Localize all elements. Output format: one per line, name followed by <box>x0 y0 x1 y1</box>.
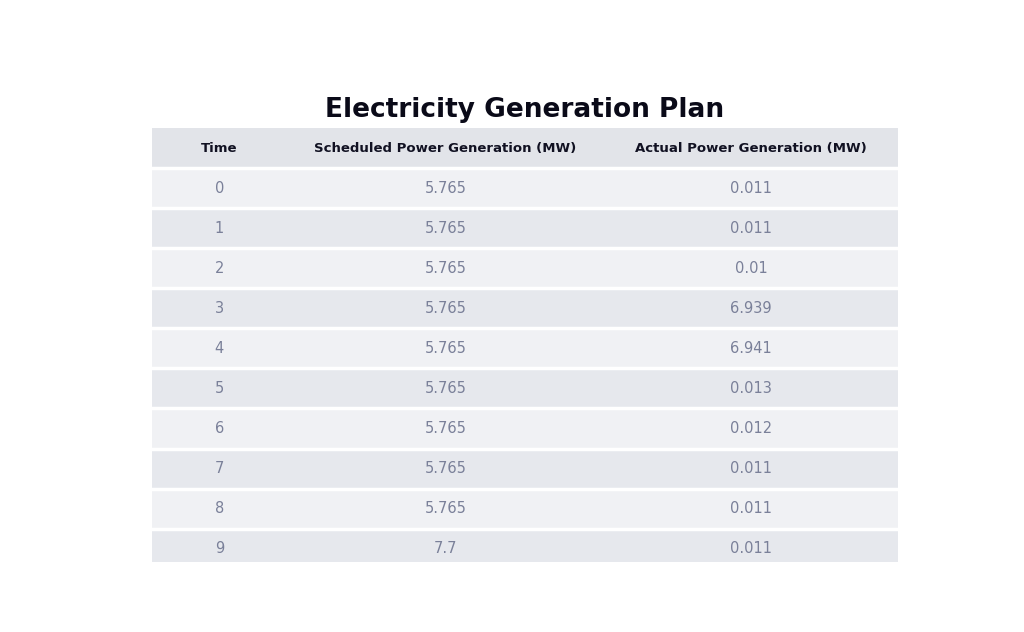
Text: 0.011: 0.011 <box>730 461 772 476</box>
Text: 1: 1 <box>215 221 224 236</box>
Text: 0.011: 0.011 <box>730 501 772 516</box>
Text: 9: 9 <box>215 541 224 556</box>
Text: 0.011: 0.011 <box>730 181 772 196</box>
Bar <box>152 449 898 489</box>
Text: Time: Time <box>201 142 238 155</box>
Text: 6: 6 <box>215 421 224 436</box>
Text: 2: 2 <box>215 261 224 276</box>
Bar <box>152 288 898 329</box>
Text: 7: 7 <box>215 461 224 476</box>
Text: 0.012: 0.012 <box>730 421 772 436</box>
Bar <box>152 528 898 569</box>
Text: 0: 0 <box>215 181 224 196</box>
Text: 5.765: 5.765 <box>425 181 466 196</box>
Text: 5.765: 5.765 <box>425 301 466 316</box>
Text: 0.011: 0.011 <box>730 221 772 236</box>
Text: Electricity Generation Plan: Electricity Generation Plan <box>326 97 724 123</box>
Text: 5.765: 5.765 <box>425 221 466 236</box>
Text: 6.939: 6.939 <box>730 301 772 316</box>
Bar <box>152 368 898 408</box>
Text: 0.01: 0.01 <box>734 261 767 276</box>
Bar <box>152 408 898 449</box>
Bar <box>152 168 898 209</box>
Text: 0.011: 0.011 <box>730 541 772 556</box>
Bar <box>152 209 898 248</box>
Text: 5.765: 5.765 <box>425 461 466 476</box>
Bar <box>152 329 898 368</box>
Text: Actual Power Generation (MW): Actual Power Generation (MW) <box>635 142 867 155</box>
Text: 3: 3 <box>215 301 224 316</box>
Text: 5.765: 5.765 <box>425 501 466 516</box>
Text: 5.765: 5.765 <box>425 341 466 356</box>
Text: 5.765: 5.765 <box>425 261 466 276</box>
Bar <box>152 489 898 528</box>
Text: 7.7: 7.7 <box>434 541 457 556</box>
Text: 0.013: 0.013 <box>730 381 772 396</box>
Text: 5.765: 5.765 <box>425 421 466 436</box>
Text: 4: 4 <box>215 341 224 356</box>
Bar <box>152 248 898 288</box>
Text: Scheduled Power Generation (MW): Scheduled Power Generation (MW) <box>314 142 577 155</box>
Bar <box>152 128 898 168</box>
Text: 5: 5 <box>215 381 224 396</box>
Text: 8: 8 <box>215 501 224 516</box>
Text: 5.765: 5.765 <box>425 381 466 396</box>
Text: 6.941: 6.941 <box>730 341 772 356</box>
